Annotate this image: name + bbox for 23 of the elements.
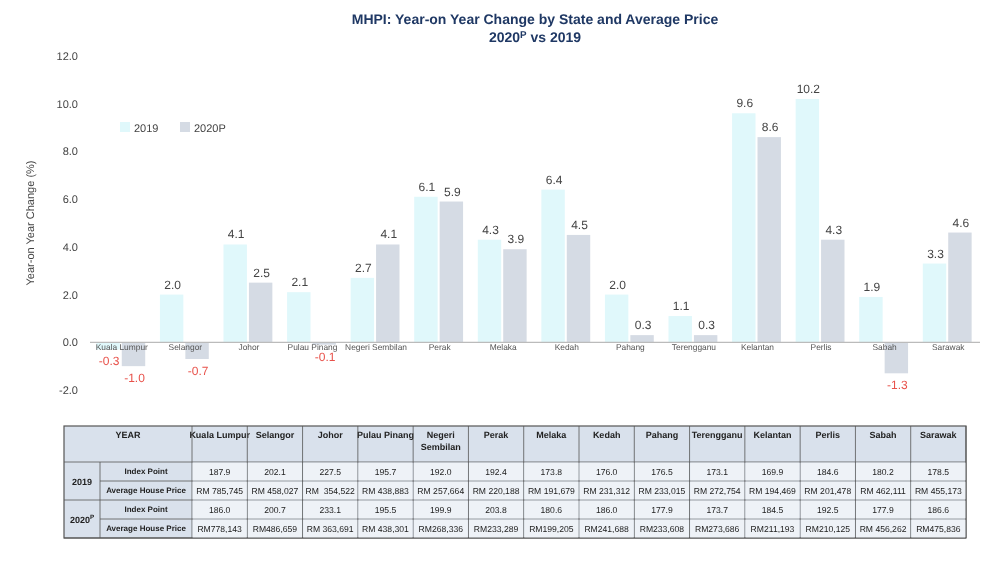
- bar: [541, 189, 565, 343]
- bar: [376, 244, 400, 343]
- bar: [757, 137, 781, 343]
- bar: [223, 244, 247, 343]
- bar: [948, 232, 972, 343]
- bar: [922, 263, 947, 343]
- bar: [732, 113, 756, 343]
- bar: [350, 277, 375, 343]
- bar: [414, 196, 438, 343]
- bar: [566, 234, 591, 343]
- bar: [668, 316, 692, 343]
- bar: [287, 292, 311, 343]
- bar: [159, 294, 184, 343]
- bar: [693, 335, 718, 343]
- bar: [477, 239, 502, 343]
- bar: [859, 296, 883, 343]
- bar: [821, 239, 845, 343]
- bar: [630, 335, 654, 343]
- bar: [795, 98, 820, 343]
- bar: [503, 249, 527, 343]
- bar: [604, 294, 629, 343]
- bar: [248, 282, 273, 343]
- bar: [439, 201, 464, 343]
